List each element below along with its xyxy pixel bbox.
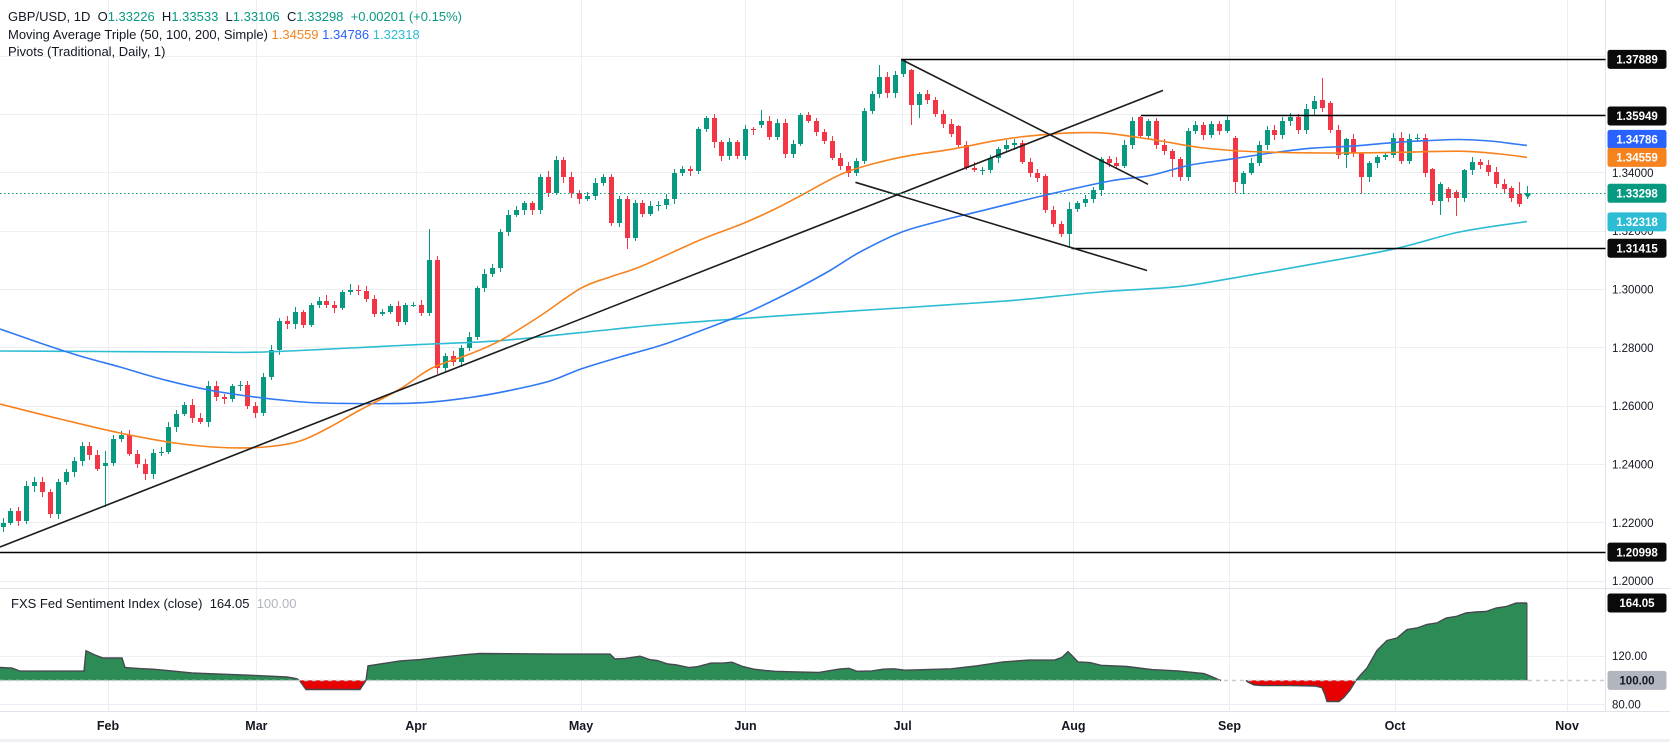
svg-text:1.37889: 1.37889: [1616, 55, 1658, 67]
svg-text:80.00: 80.00: [1612, 700, 1641, 712]
svg-text:Nov: Nov: [1555, 719, 1579, 733]
svg-text:FXS Fed Sentiment Index (close: FXS Fed Sentiment Index (close) 164.05 1…: [11, 596, 296, 611]
svg-text:Pivots (Traditional, Daily, 1): Pivots (Traditional, Daily, 1): [8, 44, 166, 59]
svg-text:1.34000: 1.34000: [1612, 168, 1654, 180]
svg-text:1.24000: 1.24000: [1612, 460, 1654, 472]
svg-text:1.34559: 1.34559: [1616, 153, 1658, 165]
svg-text:1.33298: 1.33298: [1616, 189, 1658, 201]
svg-text:1.31415: 1.31415: [1616, 243, 1658, 255]
svg-text:May: May: [569, 719, 593, 733]
svg-text:120.00: 120.00: [1612, 651, 1647, 663]
svg-text:1.26000: 1.26000: [1612, 401, 1654, 413]
svg-text:Oct: Oct: [1385, 719, 1407, 733]
svg-text:1.32318: 1.32318: [1616, 217, 1658, 229]
svg-text:Sep: Sep: [1218, 719, 1241, 733]
svg-text:GBP/USD, 1D O1.33226 H1.3353: GBP/USD, 1D O1.33226 H1.33533 L1.33106 C…: [8, 9, 462, 24]
svg-text:1.34786: 1.34786: [1616, 135, 1658, 147]
svg-text:1.22000: 1.22000: [1612, 518, 1654, 530]
svg-text:164.05: 164.05: [1619, 598, 1655, 610]
svg-text:Jul: Jul: [894, 719, 912, 733]
svg-text:1.28000: 1.28000: [1612, 343, 1654, 355]
svg-text:100.00: 100.00: [1619, 676, 1654, 688]
svg-text:Moving Average Triple (50, 100: Moving Average Triple (50, 100, 200, Sim…: [8, 27, 420, 42]
svg-text:Mar: Mar: [245, 719, 267, 733]
svg-text:1.20000: 1.20000: [1612, 576, 1654, 588]
svg-text:1.30000: 1.30000: [1612, 285, 1654, 297]
svg-text:Feb: Feb: [97, 719, 120, 733]
svg-text:Jun: Jun: [734, 719, 756, 733]
svg-text:1.35949: 1.35949: [1616, 111, 1658, 123]
svg-text:Apr: Apr: [405, 719, 427, 733]
svg-text:Aug: Aug: [1061, 719, 1085, 733]
svg-text:1.20998: 1.20998: [1616, 547, 1658, 559]
